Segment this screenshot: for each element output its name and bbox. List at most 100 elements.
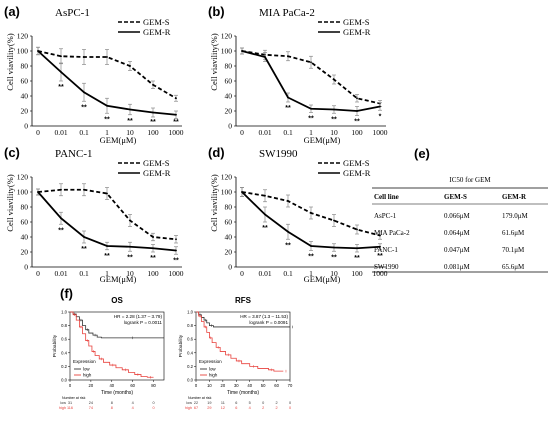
significance-mark: ** — [104, 253, 110, 260]
data-point-gem-r — [60, 71, 62, 73]
survival-curve-high — [70, 311, 154, 378]
pvalue-text: logrank P = 0.0091 — [249, 320, 288, 325]
data-point-gem-r — [356, 247, 358, 250]
x-tick-label: 1 — [105, 269, 109, 278]
table-header-gem-r: GEM-R — [502, 193, 527, 201]
risk-count: 0 — [289, 401, 291, 405]
y-axis-label: Cell viavility(%) — [5, 174, 15, 232]
y-tick-label: 0 — [228, 263, 232, 272]
x-tick-label: 1000 — [169, 269, 184, 278]
x-tick-label: 1 — [105, 128, 109, 137]
x-tick-label: 20 — [221, 383, 226, 388]
data-point-gem-s — [106, 56, 108, 58]
x-tick-label: 0.01 — [258, 128, 271, 137]
data-point-gem-s — [175, 97, 177, 100]
table-cell: 0.064μM — [444, 229, 471, 237]
risk-count: 74 — [89, 406, 93, 410]
x-tick-label: 1 — [309, 128, 313, 137]
x-tick-label: 1 — [309, 269, 313, 278]
significance-mark: ** — [262, 225, 268, 232]
risk-count: 22 — [194, 401, 198, 405]
legend-label-gem-s: GEM-S — [343, 17, 370, 27]
y-axis-label: Cell viavility(%) — [5, 33, 15, 91]
data-point-gem-s — [333, 78, 335, 81]
significance-mark: ** — [308, 116, 314, 123]
risk-count: 4 — [132, 401, 134, 405]
risk-count: 31 — [68, 401, 72, 405]
significance-mark: ** — [173, 257, 179, 264]
y-tick-label: 120 — [17, 173, 29, 182]
data-point-gem-r — [129, 245, 131, 248]
plot-frame — [195, 311, 291, 381]
data-point-gem-r — [60, 217, 62, 220]
x-tick-label: 0.1 — [283, 269, 293, 278]
x-tick-label: 0.01 — [54, 269, 67, 278]
y-tick-label: 20 — [21, 248, 29, 257]
legend: GEM-S GEM-R — [318, 158, 371, 178]
data-point-gem-r — [106, 245, 108, 247]
data-point-gem-r — [356, 110, 358, 112]
data-point-gem-s — [152, 83, 154, 86]
x-tick-label: 0 — [195, 383, 198, 388]
survival-curve-high — [196, 311, 284, 372]
significance-mark: ** — [331, 254, 337, 261]
risk-count: 0 — [289, 406, 291, 410]
y-tick-label: 20 — [225, 107, 233, 116]
data-point-gem-r — [106, 104, 108, 107]
data-point-gem-s — [83, 188, 85, 191]
table-cell: 0.081μM — [444, 263, 471, 271]
data-point-gem-s — [287, 55, 289, 58]
y-tick-label: 60 — [21, 77, 29, 86]
y-tick-label: 100 — [221, 47, 233, 56]
viability-panel-aspc1: (a) AsPC-1 Cell viavility(%) GEM(μM) GEM… — [4, 4, 184, 145]
x-tick-label: 50 — [261, 383, 266, 388]
data-point-gem-r — [310, 245, 312, 247]
hr-text: HR = 2.28 (1.37 – 3.79) — [114, 314, 163, 319]
legend-label-high: high — [209, 373, 218, 378]
legend-label-gem-s: GEM-S — [143, 158, 170, 168]
data-point-gem-r — [83, 236, 85, 238]
y-axis-label: Cell viavility(%) — [209, 174, 219, 232]
risk-count: 0 — [262, 401, 264, 405]
y-tick-label: 100 — [17, 188, 29, 197]
data-point-gem-r — [379, 105, 381, 108]
significance-mark: ** — [150, 255, 156, 262]
x-tick-label: 1000 — [373, 128, 388, 137]
km-panel-rfs: RFS HR = 3.87 (1.3 – 11.53)logrank P = 0.… — [178, 296, 293, 410]
viability-panel-panc1: (c) PANC-1 Cell viavility(%) GEM(μM) GEM… — [4, 145, 184, 284]
y-tick-label: 0 — [24, 122, 28, 131]
x-tick-label: 30 — [234, 383, 239, 388]
x-axis-label: GEM(μM) — [100, 274, 137, 284]
panel-label: (d) — [208, 145, 225, 160]
data-point-gem-r — [333, 246, 335, 249]
risk-row-label: low — [60, 401, 66, 405]
risk-count: 11 — [221, 401, 225, 405]
table-cell: AsPC-1 — [374, 212, 397, 220]
table-header-cell-line: Cell line — [374, 193, 399, 201]
risk-row-label: low — [186, 401, 192, 405]
significance-mark: ** — [104, 116, 110, 123]
x-axis-label: Time (months) — [101, 390, 133, 396]
risk-count: 0 — [152, 401, 154, 405]
x-tick-label: 0.1 — [79, 128, 89, 137]
y-tick-label: 20 — [225, 248, 233, 257]
table-title: IC50 for GEM — [449, 176, 491, 184]
x-tick-label: 80 — [151, 383, 156, 388]
y-tick-label: 0 — [228, 122, 232, 131]
y-axis-label: Probability — [178, 334, 184, 357]
significance-mark: ** — [150, 119, 156, 126]
data-point-gem-r — [287, 96, 289, 99]
plot-frame — [69, 311, 165, 381]
y-tick-label: 60 — [225, 77, 233, 86]
x-tick-label: 0.1 — [79, 269, 89, 278]
legend-label-low: low — [209, 367, 216, 372]
data-point-gem-r — [264, 56, 266, 58]
y-tick-label: 100 — [17, 47, 29, 56]
data-point-gem-r — [264, 213, 266, 216]
risk-count: 4 — [132, 406, 134, 410]
x-tick-label: 0 — [240, 269, 244, 278]
x-tick-label: 0 — [240, 128, 244, 137]
data-point-gem-s — [287, 200, 289, 202]
risk-count: 67 — [194, 406, 198, 410]
